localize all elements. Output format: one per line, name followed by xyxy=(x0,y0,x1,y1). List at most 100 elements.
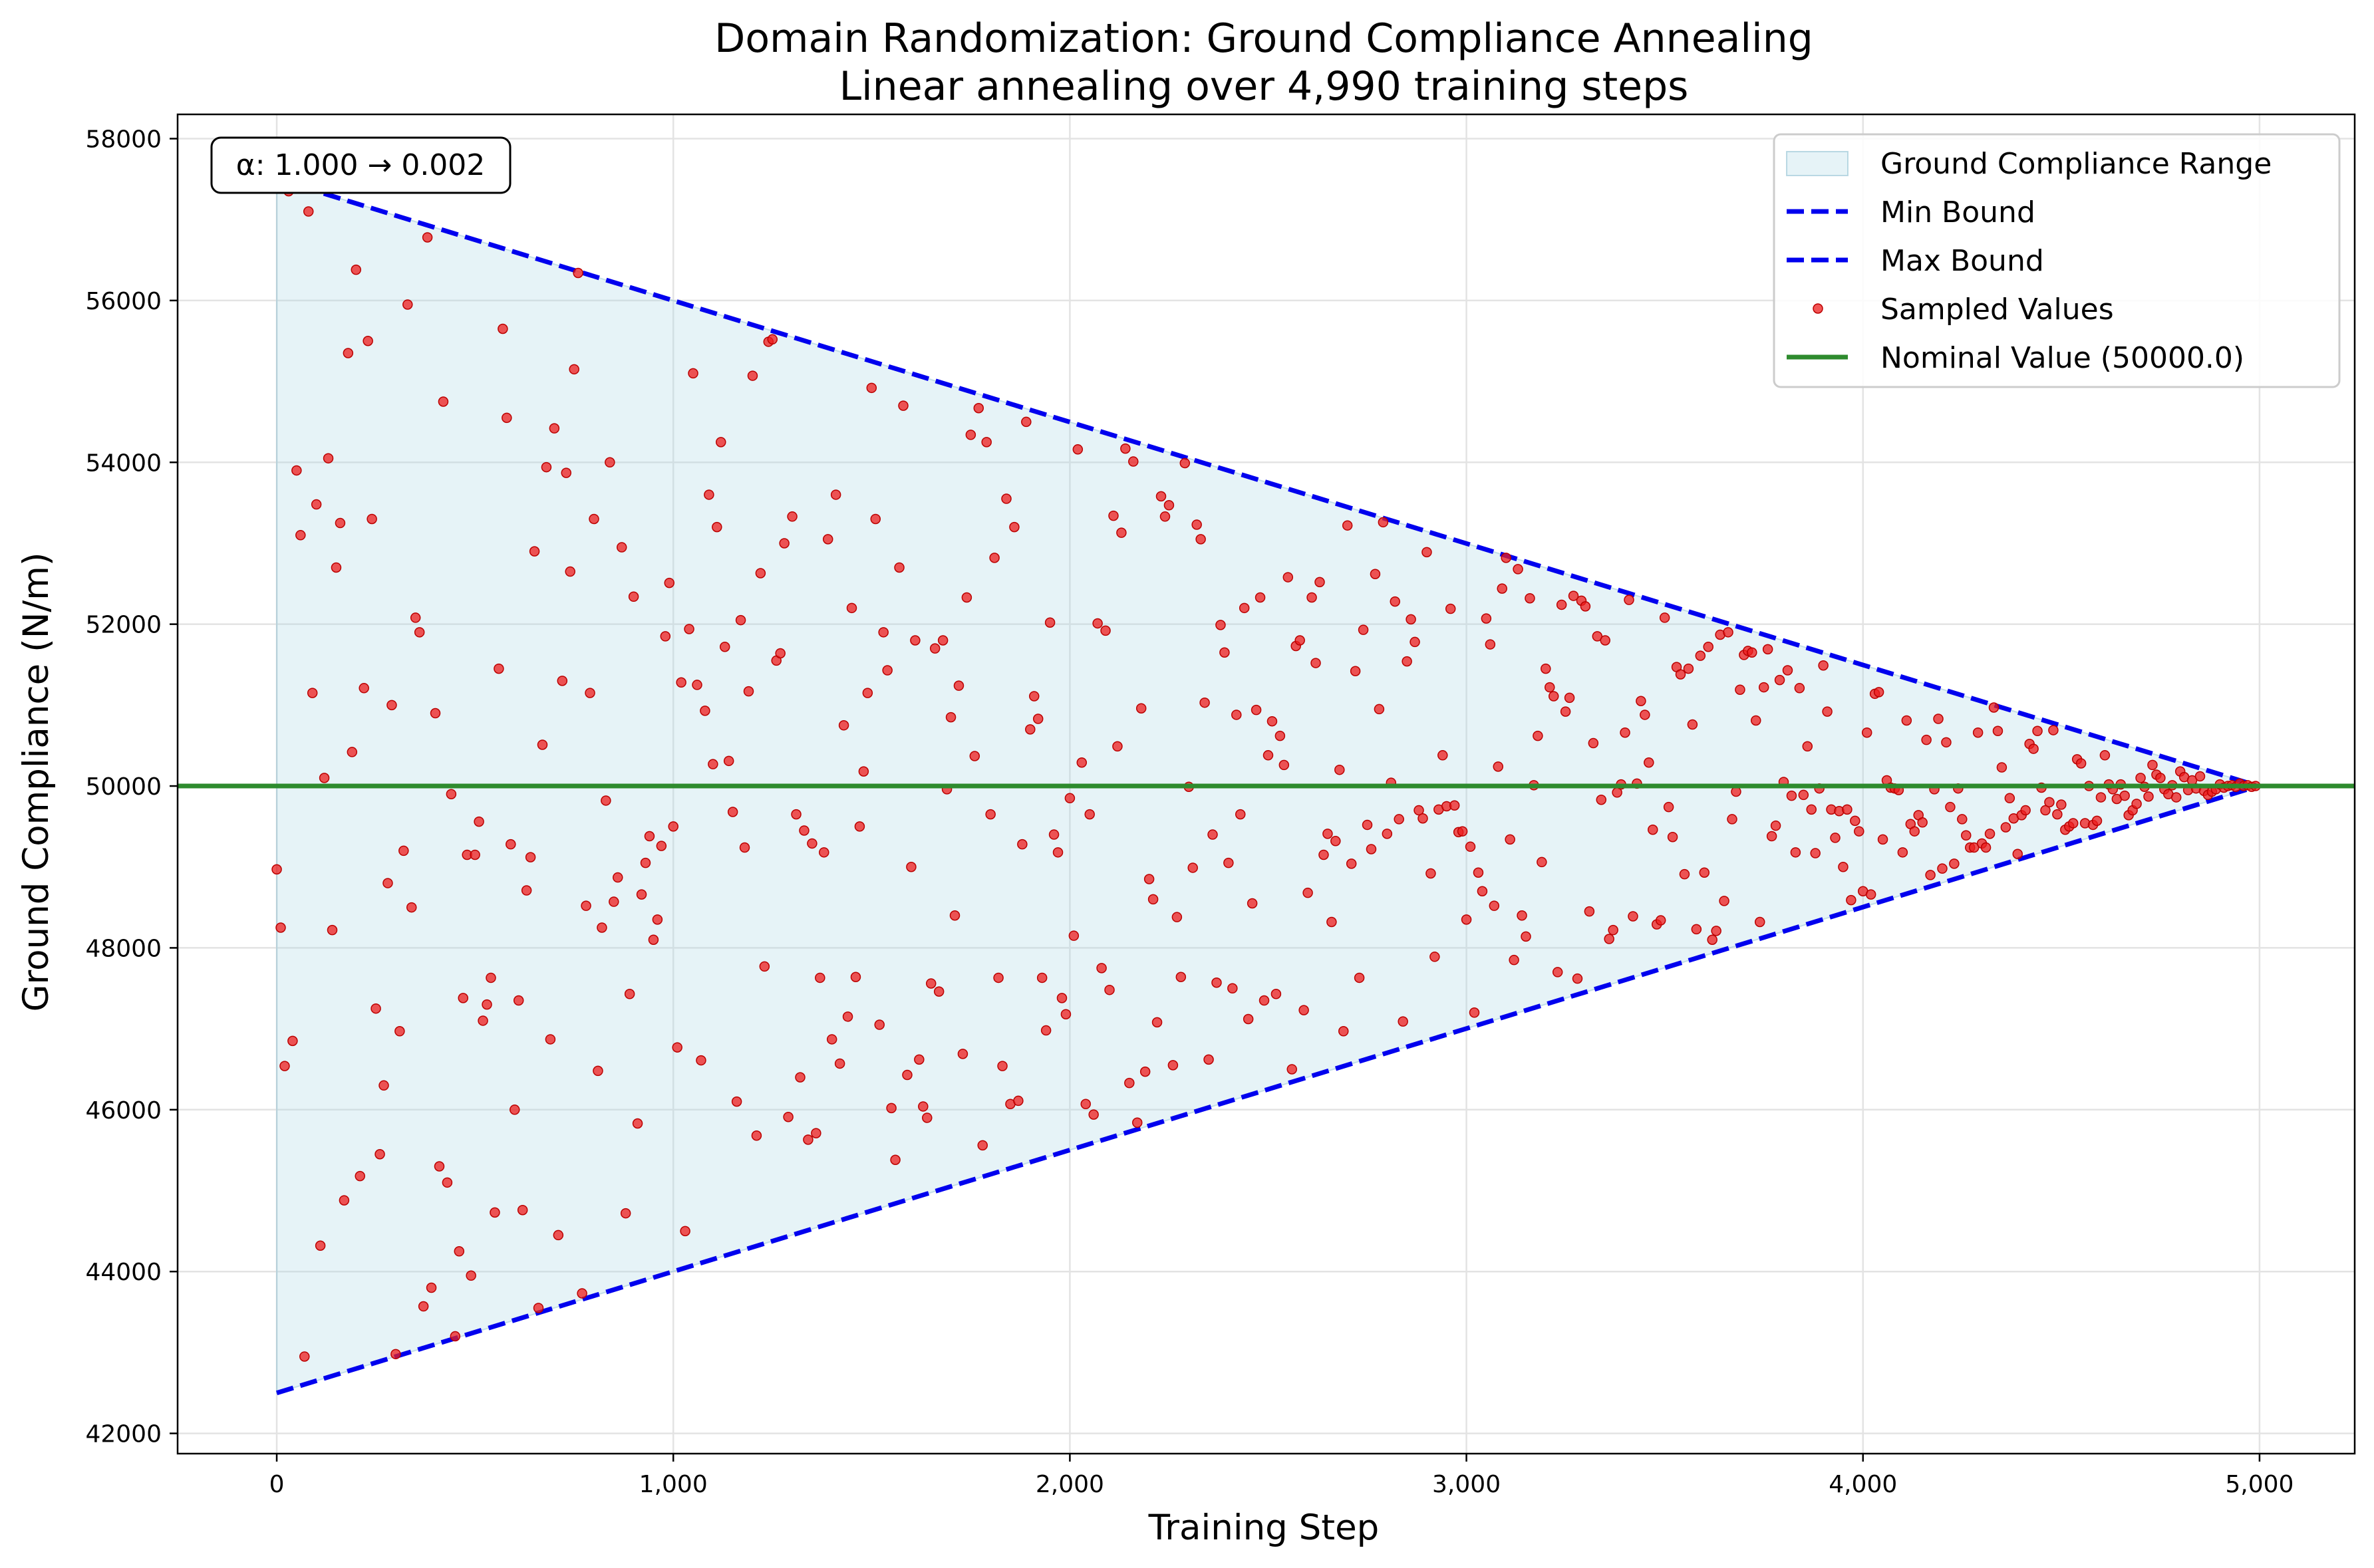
sampled-value-point xyxy=(1167,1060,1179,1071)
sampled-value-point xyxy=(414,627,425,638)
sampled-value-point xyxy=(925,978,937,989)
sampled-value-point xyxy=(648,934,659,946)
sampled-value-point xyxy=(1044,617,1056,628)
sampled-value-point xyxy=(1608,924,1618,936)
sampled-value-point xyxy=(1211,978,1222,988)
sampled-value-point xyxy=(1628,911,1638,922)
sampled-value-point xyxy=(1223,857,1234,868)
sampled-value-point xyxy=(1624,594,1634,605)
sampled-value-point xyxy=(1064,793,1076,804)
sampled-value-point xyxy=(1782,665,1793,676)
sampled-value-point xyxy=(1584,906,1595,917)
sampled-value-point xyxy=(632,1118,643,1129)
sampled-value-point xyxy=(957,1049,968,1059)
sampled-value-point xyxy=(1751,715,1761,726)
sampled-value-point xyxy=(977,1140,988,1151)
sampled-value-point xyxy=(890,1154,901,1166)
sampled-value-point xyxy=(279,1061,290,1071)
legend-label-nominal: Nominal Value (50000.0) xyxy=(1880,341,2244,375)
sampled-value-point xyxy=(1235,809,1246,820)
sampled-value-point xyxy=(1330,836,1341,847)
sampled-value-point xyxy=(1171,912,1183,922)
sampled-value-point xyxy=(1457,826,1468,837)
sampled-value-point xyxy=(1640,710,1650,720)
sampled-value-point xyxy=(1362,819,1373,831)
legend-box xyxy=(1773,133,2341,388)
sampled-value-point xyxy=(1600,635,1610,646)
sampled-value-point xyxy=(1100,625,1111,636)
sampled-value-point xyxy=(795,1072,806,1083)
sampled-value-point xyxy=(1052,847,1064,858)
sampled-value-point xyxy=(838,720,849,731)
sampled-value-point xyxy=(545,1034,556,1045)
sampled-value-point xyxy=(327,924,338,936)
sampled-value-point xyxy=(1604,934,1614,944)
sampled-value-point xyxy=(616,542,627,553)
sampled-value-point xyxy=(1469,1007,1480,1018)
sampled-value-point xyxy=(1568,590,1579,601)
sampled-value-point xyxy=(557,676,568,686)
sampled-value-point xyxy=(541,461,552,473)
sampled-value-point xyxy=(442,1177,453,1188)
sampled-value-point xyxy=(585,688,595,698)
sampled-value-point xyxy=(371,1003,381,1014)
sampled-value-point xyxy=(291,465,302,476)
sampled-value-point xyxy=(1104,984,1115,995)
sampled-value-point xyxy=(1477,886,1488,896)
sampled-value-point xyxy=(1957,814,1968,825)
sampled-value-point xyxy=(1199,697,1210,708)
sampled-value-point xyxy=(1274,730,1286,741)
sampled-value-point xyxy=(347,747,358,757)
sampled-value-point xyxy=(1179,457,1191,469)
sampled-value-point xyxy=(2012,849,2023,860)
sampled-value-point xyxy=(1378,517,1389,528)
sampled-value-point xyxy=(1798,789,1809,801)
sampled-value-point xyxy=(2044,797,2055,808)
sampled-value-point xyxy=(1203,1054,1214,1065)
sampled-value-point xyxy=(1489,900,1500,911)
sampled-value-point xyxy=(767,334,778,345)
sampled-value-point xyxy=(937,635,949,646)
sampled-value-point xyxy=(815,972,825,983)
sampled-value-point xyxy=(513,995,524,1006)
sampled-value-point xyxy=(446,789,457,799)
sampled-value-point xyxy=(1334,764,1345,775)
y-tick-label: 42000 xyxy=(85,1421,162,1448)
sampled-value-point xyxy=(1298,1005,1309,1015)
sampled-value-point xyxy=(271,864,282,875)
sampled-value-point xyxy=(1533,730,1543,741)
sampled-value-point xyxy=(1390,596,1401,607)
sampled-value-point xyxy=(1846,894,1856,906)
y-tick-label: 44000 xyxy=(85,1259,162,1286)
alpha-annotation: α: 1.000 → 0.002 xyxy=(210,136,512,194)
sampled-value-point xyxy=(1382,829,1393,839)
sampled-value-point xyxy=(2155,773,2166,783)
max-bound-line xyxy=(276,177,2256,788)
sampled-value-point xyxy=(1048,829,1060,840)
sampled-value-point xyxy=(1810,848,1821,858)
sampled-value-point xyxy=(1076,757,1088,768)
y-tick-label: 46000 xyxy=(85,1097,162,1124)
sampled-value-point xyxy=(1802,741,1813,752)
sampled-value-point xyxy=(1060,1009,1072,1019)
sampled-value-point xyxy=(1080,1099,1091,1110)
sampled-value-point xyxy=(1025,724,1036,735)
sampled-value-point xyxy=(1036,972,1048,983)
legend-swatch-range xyxy=(1786,151,1849,176)
sampled-value-point xyxy=(1286,1064,1298,1075)
sampled-value-point xyxy=(593,1065,603,1077)
sampled-value-point xyxy=(2143,791,2154,802)
sampled-value-point xyxy=(382,878,393,888)
sampled-value-point xyxy=(1774,674,1785,686)
y-tick-label: 58000 xyxy=(85,126,162,154)
sampled-value-point xyxy=(1667,831,1678,843)
sampled-value-point xyxy=(1318,849,1329,860)
sampled-value-point xyxy=(731,1096,742,1107)
sampled-value-point xyxy=(502,412,512,424)
sampled-value-point xyxy=(1485,639,1496,650)
sampled-value-point xyxy=(1056,993,1068,1003)
sampled-value-point xyxy=(537,739,548,750)
sampled-value-point xyxy=(1747,647,1757,658)
sampled-value-point xyxy=(2194,771,2206,782)
